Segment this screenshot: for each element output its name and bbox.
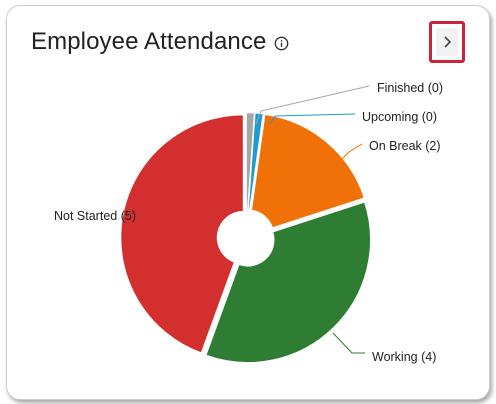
slice-label-finished: Finished (0) — [377, 81, 443, 95]
pie-slice-on-break[interactable] — [250, 113, 366, 229]
open-details-button-inner — [436, 28, 458, 56]
slice-label-upcoming: Upcoming (0) — [362, 110, 437, 124]
leader-line-upcoming — [269, 113, 356, 125]
pie-slice-upcoming[interactable] — [247, 112, 265, 211]
chevron-right-icon — [444, 36, 452, 48]
attendance-pie-chart: Finished (0) Upcoming (0) On Break (2) Work… — [54, 81, 443, 364]
leader-line-finished — [255, 85, 370, 125]
leader-line-working — [332, 332, 365, 354]
attendance-card: Employee Attendance Finished (0) Upcoming… — [6, 5, 490, 400]
pie-slice-not-started[interactable] — [119, 113, 245, 355]
slice-label-working: Working (4) — [372, 350, 436, 364]
leader-line-on-break — [336, 143, 363, 165]
slice-label-not-started: Not Started (5) — [54, 209, 136, 223]
card-title: Employee Attendance — [31, 28, 267, 55]
slice-label-on-break: On Break (2) — [369, 139, 441, 153]
card-title-row: Employee Attendance — [31, 28, 289, 56]
open-details-button[interactable] — [429, 21, 465, 63]
leader-line-not-started — [124, 213, 141, 229]
info-circle-icon[interactable] — [274, 36, 289, 51]
pie-slice-working[interactable] — [204, 200, 372, 364]
